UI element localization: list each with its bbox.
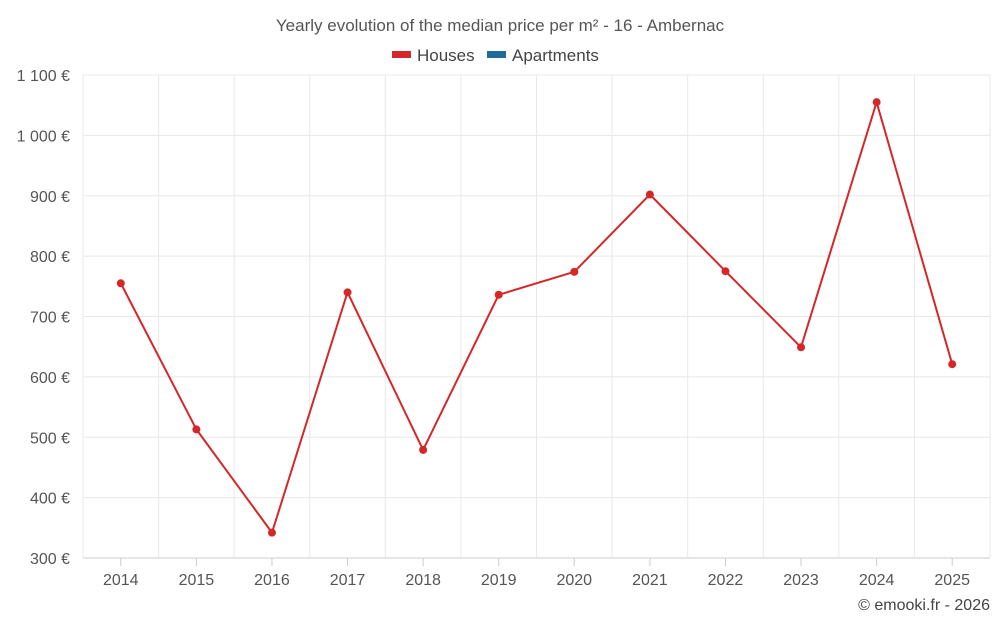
legend-swatch-apartments <box>487 51 506 58</box>
data-point-houses-2014[interactable] <box>116 279 125 288</box>
grid <box>82 74 991 559</box>
y-tick-label: 300 € <box>30 551 70 568</box>
y-axis: 300 € 400 € 500 € 600 € 700 € 800 € 900 € 1 000… <box>17 68 70 568</box>
legend-item-apartments[interactable]: Apartments <box>487 46 599 65</box>
x-tick-label: 2019 <box>481 572 517 589</box>
legend-label-houses: Houses <box>417 46 475 65</box>
legend-swatch-houses <box>392 51 411 58</box>
series-layer <box>116 98 957 537</box>
legend-item-houses[interactable]: Houses <box>392 46 475 65</box>
x-tick-label: 2023 <box>783 572 819 589</box>
y-tick-label: 500 € <box>30 430 70 447</box>
data-point-houses-2025[interactable] <box>948 360 957 369</box>
x-tick-label: 2014 <box>103 572 139 589</box>
chart-title: Yearly evolution of the median price per… <box>276 16 725 35</box>
x-tick-label: 2016 <box>254 572 290 589</box>
credit: © emooki.fr - 2026 <box>858 597 990 614</box>
x-tick-label: 2021 <box>632 572 668 589</box>
y-tick-label: 900 € <box>30 189 70 206</box>
legend-label-apartments: Apartments <box>512 46 599 65</box>
data-point-houses-2022[interactable] <box>721 267 730 276</box>
x-tick-label: 2017 <box>330 572 366 589</box>
x-tick-label: 2018 <box>405 572 441 589</box>
data-point-houses-2019[interactable] <box>494 290 503 299</box>
y-tick-label: 400 € <box>30 491 70 508</box>
data-point-houses-2017[interactable] <box>343 288 352 297</box>
y-tick-label: 800 € <box>30 249 70 266</box>
y-tick-label: 700 € <box>30 310 70 327</box>
x-tick-label: 2025 <box>934 572 970 589</box>
data-point-houses-2024[interactable] <box>872 98 881 107</box>
data-point-houses-2023[interactable] <box>797 343 806 352</box>
x-axis: 2014 2015 2016 2017 2018 2019 2020 2021 2022 2023… <box>103 558 970 589</box>
y-tick-label: 600 € <box>30 370 70 387</box>
legend: Houses Apartments <box>392 46 599 65</box>
x-tick-label: 2015 <box>179 572 215 589</box>
x-tick-label: 2024 <box>859 572 895 589</box>
data-point-houses-2021[interactable] <box>645 190 654 199</box>
data-point-houses-2020[interactable] <box>570 267 579 276</box>
data-point-houses-2015[interactable] <box>192 425 201 434</box>
data-point-houses-2016[interactable] <box>267 528 276 537</box>
y-tick-label: 1 100 € <box>17 68 70 85</box>
y-tick-label: 1 000 € <box>17 128 70 145</box>
series-line-houses <box>119 101 954 534</box>
x-tick-label: 2020 <box>556 572 592 589</box>
data-point-houses-2018[interactable] <box>419 445 428 454</box>
x-tick-label: 2022 <box>708 572 744 589</box>
